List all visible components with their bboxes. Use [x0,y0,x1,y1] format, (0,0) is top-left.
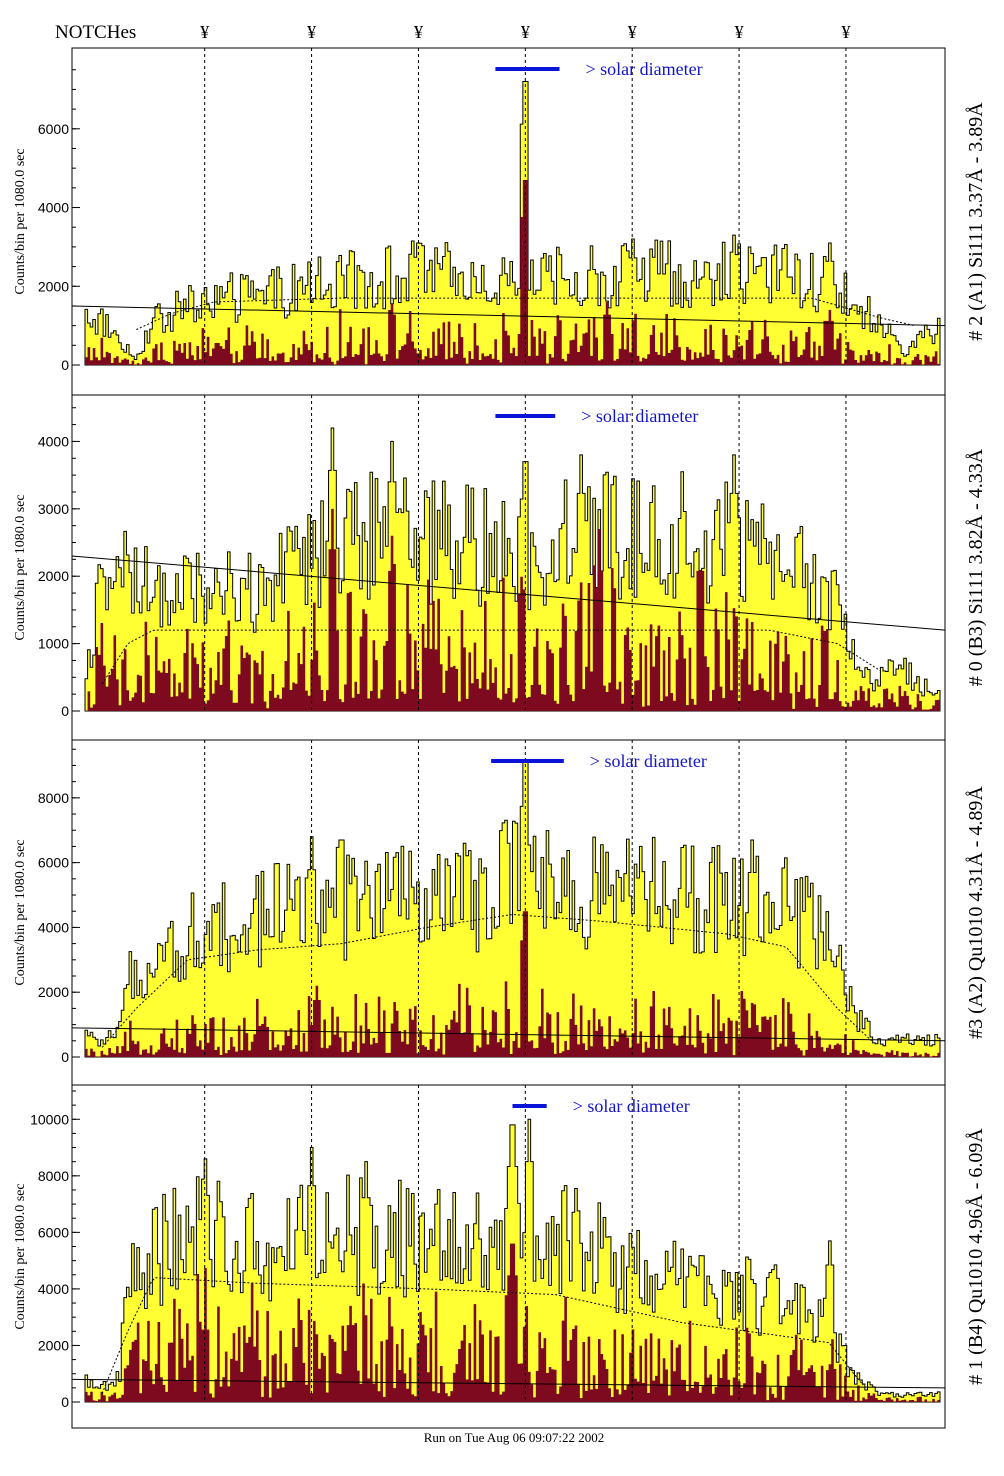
footer-run-date: Run on Tue Aug 06 09:07:22 2002 [424,1430,605,1445]
panel-1: 0 1000 2000 3000 4000 Counts/bin per 1080.0 s… [13,394,987,741]
legend-solar-diameter: > solar diameter [590,751,707,771]
legend-solar-diameter: > solar diameter [581,406,698,426]
y-tick-label: 0 [61,1049,69,1065]
y-axis-label: Counts/bin per 1080.0 sec [13,1183,28,1329]
notch-symbol: ¥ [414,22,423,42]
series-inner-counts [85,1243,940,1402]
y-tick-label: 6000 [38,1224,69,1240]
notch-symbol: ¥ [521,22,530,42]
y-tick-label: 8000 [38,1168,69,1184]
y-tick-label: 0 [61,703,69,719]
y-axis-label: Counts/bin per 1080.0 sec [13,494,28,640]
panel-title: # 2 (A1) Si111 3.37Å - 3.89Å [965,102,987,341]
panel-title: # 0 (B3) Si111 3.82Å - 4.33Å [965,448,987,686]
y-tick-label: 6000 [38,855,69,871]
panel-0: 0 2000 4000 6000 Counts/bin per 1080.0 sec # … [13,47,987,396]
y-tick-label: 6000 [38,121,69,137]
y-tick-label: 4000 [38,200,69,216]
legend-solar-diameter: > solar diameter [586,59,703,79]
y-tick-label: 3000 [38,501,69,517]
y-tick-label: 4000 [38,919,69,935]
y-axis-label: Counts/bin per 1080.0 sec [13,839,28,985]
panel-title: # 1 (B4) Qu1010 4.96Å - 6.09Å [965,1128,987,1385]
background-level-line [71,1027,946,1042]
legend-solar-diameter: > solar diameter [573,1096,690,1116]
notch-symbol: ¥ [628,22,637,42]
panel-2: 0 2000 4000 6000 8000 Counts/bin per 1080.0 s… [13,739,987,1086]
fit-curve [101,629,881,685]
notch-symbol: ¥ [200,22,209,42]
y-tick-label: 2000 [38,1337,69,1353]
y-tick-label: 4000 [38,1281,69,1297]
notch-symbols: ¥ ¥ ¥ ¥ ¥ ¥ ¥ [200,22,850,42]
fit-curve [136,297,915,331]
panels: 0 2000 4000 6000 Counts/bin per 1080.0 sec # … [13,47,987,1429]
panel-3: 0 2000 4000 6000 8000 10000 Counts/bin per 108… [13,1084,987,1429]
y-tick-label: 8000 [38,790,69,806]
panel-title: #3 (A2) Qu1010 4.31Å - 4.89Å [965,786,987,1039]
fit-curve [101,914,872,1048]
y-tick-label: 4000 [38,433,69,449]
notch-symbol: ¥ [307,22,316,42]
series-inner-counts [85,508,940,711]
y-tick-label: 2000 [38,984,69,1000]
y-tick-label: 10000 [30,1111,69,1127]
background-level-line [71,555,946,631]
notch-symbol: ¥ [841,22,850,42]
y-tick-label: 1000 [38,636,69,652]
y-axis-label: Counts/bin per 1080.0 sec [13,148,28,294]
series-inner-counts [85,911,940,1057]
background-level-line [71,1378,946,1389]
series-total-counts [84,81,941,366]
y-tick-label: 2000 [38,568,69,584]
y-tick-label: 0 [61,357,69,373]
fit-curve [101,1277,864,1394]
y-tick-label: 0 [61,1394,69,1410]
background-level-line [71,305,946,327]
y-tick-label: 2000 [38,278,69,294]
notches-label: NOTCHes [55,22,136,43]
notch-symbol: ¥ [735,22,744,42]
series-total-counts [84,761,941,1058]
plot-frame [71,1084,946,1429]
